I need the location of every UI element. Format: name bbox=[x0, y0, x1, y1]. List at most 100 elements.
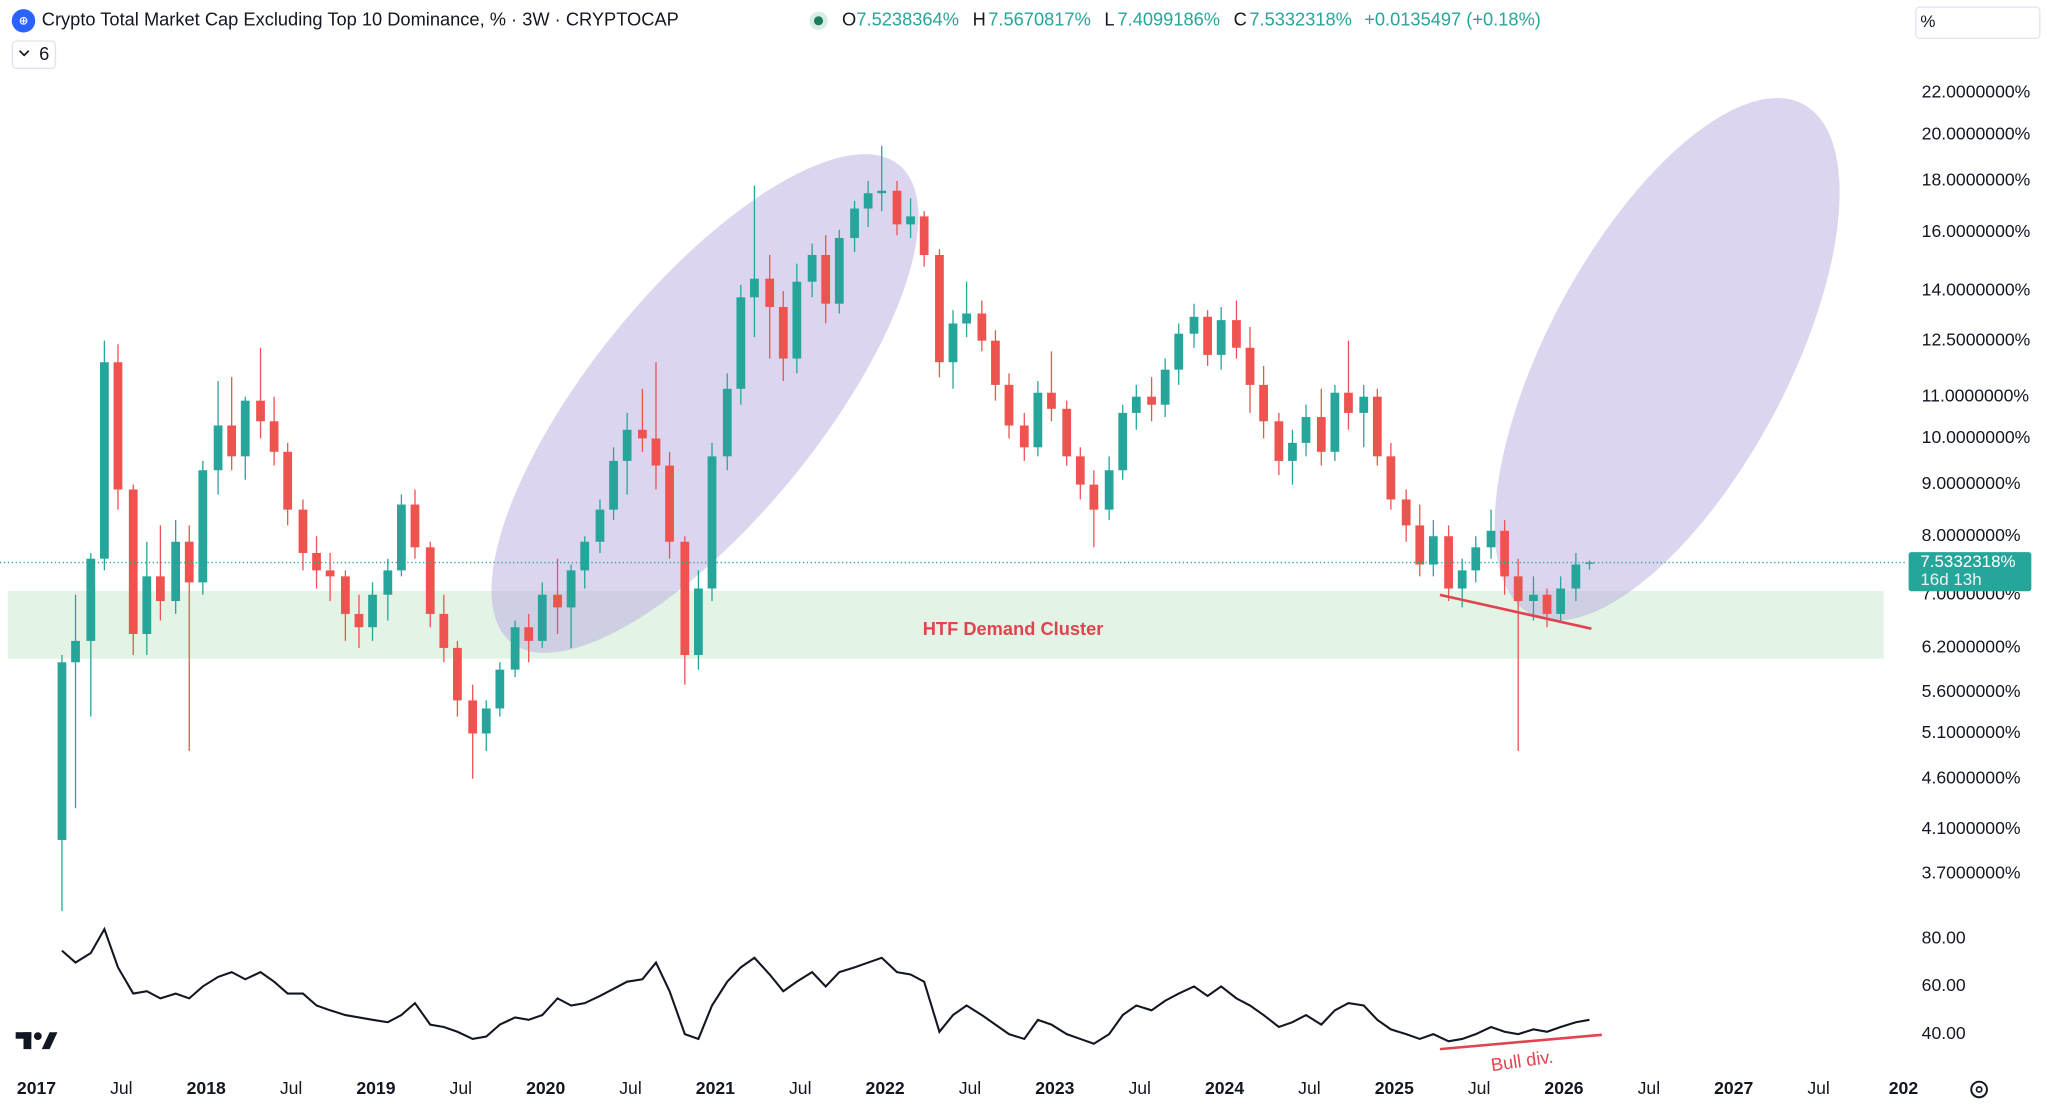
plot-layer: 22.0000000% 20.0000000% 18.0000000% 16.0000… bbox=[0, 82, 2032, 1098]
candle-body bbox=[821, 254, 831, 304]
candle-body bbox=[1131, 396, 1141, 413]
candle-body bbox=[298, 509, 308, 553]
candle-body bbox=[792, 281, 802, 359]
y-tick-label: 40.00 bbox=[1922, 1023, 1966, 1043]
candle-body bbox=[1118, 412, 1128, 471]
candle-body bbox=[453, 647, 462, 701]
candle-body bbox=[198, 470, 208, 583]
candle-body bbox=[1556, 588, 1566, 614]
candle-body bbox=[481, 708, 491, 734]
candle-body bbox=[510, 627, 520, 670]
candle-body bbox=[722, 388, 732, 457]
divergence-annotation: Bull div. bbox=[1490, 1046, 1555, 1075]
candle-body bbox=[1245, 347, 1255, 385]
ohlc-value: 7.5670817% bbox=[988, 9, 1091, 30]
symbol-icon-glyph: ⊕ bbox=[19, 15, 29, 28]
highlight-ellipse bbox=[1494, 97, 1840, 621]
candle-body bbox=[1033, 392, 1043, 448]
candle-body bbox=[383, 570, 393, 595]
y-tick-label: 4.6000000% bbox=[1922, 767, 2021, 787]
candle-body bbox=[1288, 442, 1297, 461]
candle-body bbox=[638, 429, 647, 439]
x-tick-label: Jul bbox=[1638, 1078, 1661, 1098]
y-tick-label: 60.00 bbox=[1922, 975, 1966, 995]
candle-body bbox=[1089, 484, 1099, 510]
candle-body bbox=[707, 456, 717, 589]
candle-body bbox=[283, 451, 293, 510]
y-tick-label: 3.7000000% bbox=[1922, 863, 2021, 883]
x-tick-label: Jul bbox=[789, 1078, 812, 1098]
candle-body bbox=[86, 558, 96, 641]
logo-part bbox=[23, 1032, 32, 1050]
candle-body bbox=[227, 425, 237, 457]
candle-body bbox=[919, 216, 929, 255]
candle-body bbox=[1486, 530, 1496, 548]
x-tick-label: Jul bbox=[110, 1078, 133, 1098]
x-tick-label: Jul bbox=[1298, 1078, 1321, 1098]
price-change: +0.0135497 (+0.18%) bbox=[1364, 9, 1541, 30]
candle-body bbox=[256, 400, 265, 422]
indicators-toggle[interactable] bbox=[11, 40, 57, 69]
x-tick-label: 2026 bbox=[1544, 1078, 1583, 1098]
chart-title[interactable]: Crypto Total Market Cap Excluding Top 10… bbox=[42, 9, 679, 30]
candle-body bbox=[171, 541, 181, 602]
candle-body bbox=[354, 613, 364, 628]
candle-body bbox=[1444, 536, 1453, 589]
gear-icon bbox=[1970, 1080, 1988, 1099]
y-tick-label: 5.1000000% bbox=[1922, 722, 2021, 742]
candle-body bbox=[807, 254, 817, 282]
candle-body bbox=[977, 313, 987, 341]
candle-body bbox=[425, 547, 435, 614]
candle-body bbox=[1401, 499, 1411, 526]
candle-body bbox=[1542, 594, 1552, 614]
candle-body bbox=[240, 400, 250, 457]
candle-body bbox=[778, 306, 788, 359]
candle-body bbox=[1415, 525, 1425, 565]
candle-body bbox=[1359, 396, 1369, 413]
y-tick-label: 4.1000000% bbox=[1922, 818, 2021, 838]
candle-body bbox=[1316, 417, 1326, 452]
y-tick-label: 5.6000000% bbox=[1922, 681, 2021, 701]
x-tick-label: Jul bbox=[959, 1078, 982, 1098]
x-tick-label: 2024 bbox=[1205, 1078, 1244, 1098]
candle-body bbox=[368, 594, 377, 628]
candle-body bbox=[1259, 384, 1268, 422]
candle-body bbox=[1529, 594, 1538, 602]
x-tick-label: Jul bbox=[280, 1078, 303, 1098]
candle-body bbox=[834, 238, 844, 304]
logo[interactable] bbox=[15, 1032, 58, 1050]
zone-annotation: HTF Demand Cluster bbox=[923, 618, 1104, 639]
candle-body bbox=[213, 425, 223, 471]
candle-body bbox=[609, 460, 618, 510]
x-tick-label: 2022 bbox=[866, 1078, 905, 1098]
candle-body bbox=[906, 216, 915, 225]
candle-body bbox=[736, 297, 746, 389]
x-tick-label: 2027 bbox=[1714, 1078, 1753, 1098]
candle-body bbox=[1189, 316, 1199, 334]
candle-body bbox=[1428, 536, 1438, 565]
candle-body bbox=[991, 340, 1000, 385]
settings-button[interactable] bbox=[1970, 1080, 1988, 1099]
candle-body bbox=[128, 489, 138, 634]
ohlc-label: C bbox=[1234, 9, 1247, 30]
scale-input-text: % bbox=[1920, 12, 1935, 31]
x-tick-label: Jul bbox=[1128, 1078, 1151, 1098]
candle-body bbox=[1174, 333, 1184, 370]
candle-body bbox=[765, 278, 775, 307]
gear-icon bbox=[1975, 1086, 1983, 1093]
symbol-icon bbox=[11, 9, 36, 33]
candle-body bbox=[325, 570, 335, 577]
candle-body bbox=[312, 552, 321, 571]
candle-body bbox=[1216, 320, 1226, 355]
candle-body bbox=[1232, 320, 1241, 348]
scale-input[interactable] bbox=[1915, 6, 2041, 40]
candle-body bbox=[580, 541, 590, 571]
candle-body bbox=[468, 700, 478, 734]
candle-body bbox=[410, 504, 420, 548]
x-tick-label: 2018 bbox=[187, 1078, 226, 1098]
candle-body bbox=[113, 362, 123, 490]
chevron-icon bbox=[18, 50, 30, 57]
candle-body bbox=[948, 323, 958, 363]
candle-body bbox=[892, 190, 902, 225]
candle-body bbox=[553, 594, 562, 608]
